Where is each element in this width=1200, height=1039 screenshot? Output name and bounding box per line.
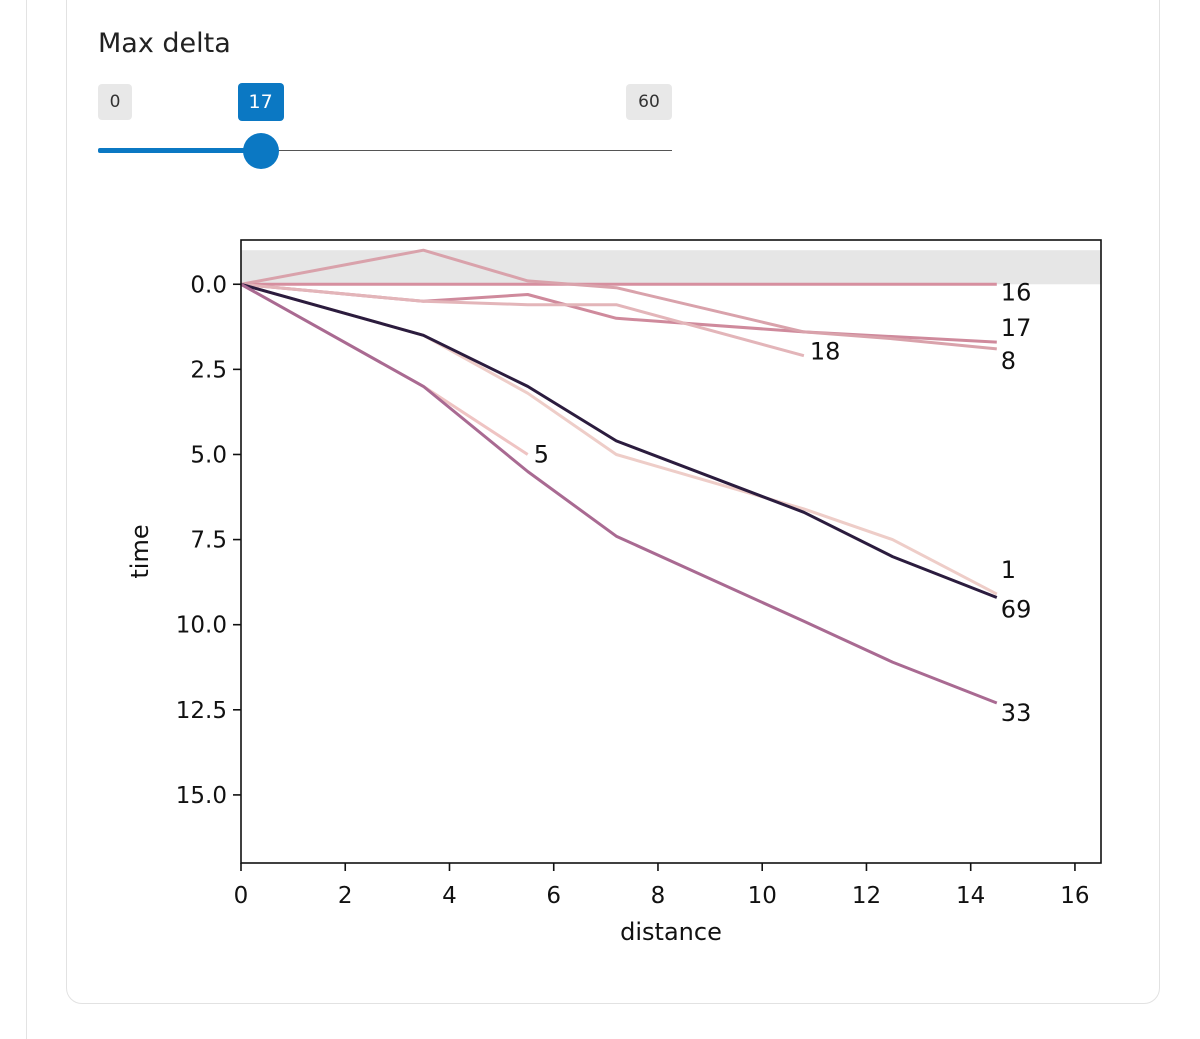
y-tick-label: 10.0 <box>176 613 227 639</box>
content-card <box>66 0 1160 1004</box>
y-tick-label: 12.5 <box>176 698 227 724</box>
highlight-band <box>241 250 1101 285</box>
slider-thumb[interactable] <box>242 133 279 169</box>
series-end-label: 16 <box>1001 278 1032 306</box>
plot-frame <box>240 239 1102 864</box>
series-end-label: 5 <box>534 441 549 469</box>
y-tick-label: 2.5 <box>190 357 227 383</box>
page-left-rule <box>26 0 27 1039</box>
slider-title: Max delta <box>98 28 231 59</box>
x-tick-label: 14 <box>956 883 985 909</box>
slider-min-label: 0 <box>98 84 132 120</box>
x-tick-label: 6 <box>546 883 561 909</box>
series-lines <box>240 248 998 705</box>
y-tick-label: 15.0 <box>176 783 227 809</box>
y-tick-label: 0.0 <box>190 272 227 298</box>
y-tick-label: 7.5 <box>190 528 227 554</box>
series-line-18 <box>240 282 805 358</box>
series-line-33 <box>240 282 998 705</box>
y-axis-ticks: 0.0 2.5 5.0 7.5 10.0 12.5 15.0 <box>176 272 241 809</box>
x-axis-label: distance <box>620 918 722 946</box>
series-end-label: 17 <box>1001 314 1032 342</box>
series-end-label: 1 <box>1001 556 1016 584</box>
y-axis-label: time <box>126 524 154 578</box>
series-end-labels: 16 17 18 8 5 1 69 33 <box>534 278 1032 727</box>
series-end-label: 69 <box>1001 596 1032 624</box>
x-tick-label: 0 <box>234 883 249 909</box>
series-end-label: 33 <box>1001 699 1032 727</box>
y-tick-label: 5.0 <box>190 442 227 468</box>
slider-max-label: 60 <box>626 84 672 120</box>
x-tick-label: 4 <box>442 883 457 909</box>
series-line-17 <box>240 282 997 344</box>
x-tick-label: 10 <box>748 883 777 909</box>
slider-fill <box>98 148 261 153</box>
series-line-1 <box>240 282 998 596</box>
x-tick-label: 16 <box>1060 883 1089 909</box>
series-end-label: 8 <box>1001 347 1016 375</box>
series-end-label: 18 <box>810 338 841 366</box>
x-axis-ticks: 0 2 4 6 8 10 12 14 16 <box>234 863 1090 909</box>
slider-track[interactable] <box>98 150 672 151</box>
x-tick-label: 8 <box>651 883 666 909</box>
x-tick-label: 12 <box>852 883 881 909</box>
series-line-69 <box>240 282 998 599</box>
series-line-8 <box>240 248 997 351</box>
slider-value-badge: 17 <box>237 83 284 121</box>
x-tick-label: 2 <box>338 883 353 909</box>
